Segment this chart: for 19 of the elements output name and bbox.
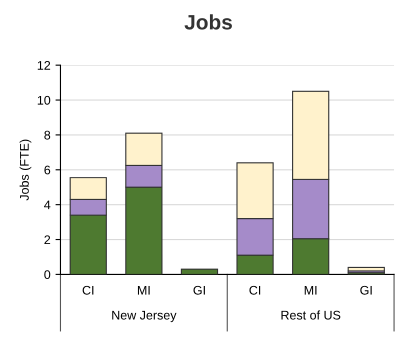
x-tick-label: GI xyxy=(193,286,205,295)
x-tick-label: MI xyxy=(304,286,316,295)
y-tick-label: 4 xyxy=(44,200,50,210)
y-tick-label: 12 xyxy=(38,60,50,70)
x-tick-label: GI xyxy=(360,286,372,295)
chart-title: Jobs xyxy=(184,14,232,30)
y-tick-label: 0 xyxy=(44,270,50,280)
y-tick-label: 10 xyxy=(38,96,50,105)
y-tick-label: 6 xyxy=(44,166,50,174)
y-tick-label: 2 xyxy=(44,235,50,244)
y-axis-title: Jobs (FTE) xyxy=(20,140,32,200)
bar xyxy=(348,266,385,272)
bar xyxy=(180,268,218,274)
text: New Jersey xyxy=(112,310,176,322)
text: Rest of US xyxy=(281,310,340,320)
x-tick-label: CI xyxy=(249,286,260,295)
x-tick-label: MI xyxy=(138,286,150,295)
x-tick-label: CI xyxy=(82,286,94,295)
y-tick-label: 8 xyxy=(44,130,50,140)
